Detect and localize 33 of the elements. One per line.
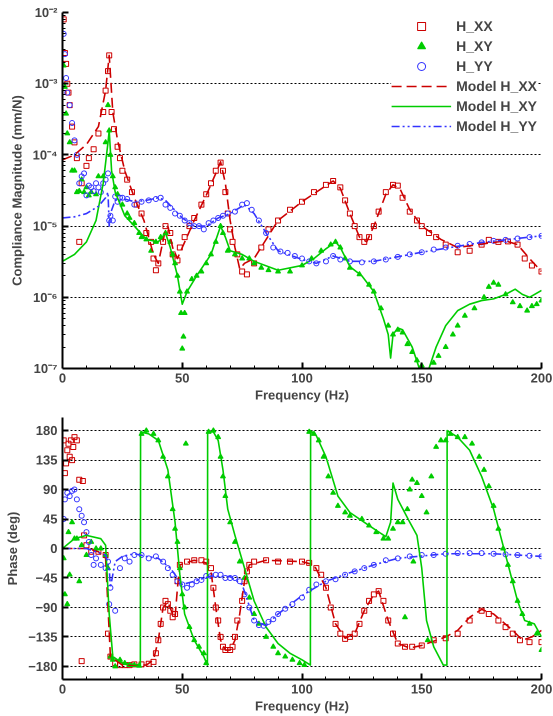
legend-label: H_XX	[456, 18, 493, 34]
x-tick-label: 100	[291, 370, 313, 386]
y-tick-label: 0	[50, 541, 58, 556]
y-tick-label: −90	[35, 600, 58, 615]
x-tick-label: 100	[291, 682, 313, 696]
y-tick-label: 10⁻²	[34, 5, 58, 20]
y-tick-label: 135	[36, 452, 58, 468]
y-tick-label: −180	[28, 658, 58, 674]
y-tick-label: −45	[35, 570, 58, 586]
x-tick-label: 50	[175, 370, 190, 386]
y-tick-label: 90	[43, 482, 58, 498]
x-axis-title: Frequency (Hz)	[255, 388, 349, 402]
x-tick-label: 200	[530, 370, 552, 386]
y-axis-title: Compliance Magnitude (mm/N)	[10, 95, 25, 286]
y-tick-label: 10⁻⁵	[32, 218, 58, 234]
y-tick-label: 180	[36, 423, 58, 438]
y-tick-label: 10⁻⁷	[34, 361, 58, 376]
x-axis-title: Frequency (Hz)	[255, 698, 349, 714]
x-tick-label: 200	[530, 682, 552, 696]
x-tick-label: 50	[175, 682, 190, 696]
x-tick-label: 150	[410, 682, 433, 696]
y-tick-label: 10⁻⁶	[33, 290, 58, 305]
y-tick-label: 10⁻³	[34, 76, 58, 92]
legend-label: Model H_XX	[456, 78, 537, 94]
legend-label: Model H_XY	[456, 98, 537, 114]
y-tick-label: 45	[43, 512, 58, 527]
x-tick-label: 150	[410, 370, 433, 386]
y-tick-label: 10⁻⁴	[32, 147, 58, 162]
y-axis-title: Phase (deg)	[5, 512, 20, 586]
legend-label: H_XY	[456, 38, 493, 54]
y-tick-label: −135	[28, 629, 58, 644]
legend-label: Model H_YY	[456, 118, 537, 134]
legend-label: H_YY	[456, 58, 493, 74]
